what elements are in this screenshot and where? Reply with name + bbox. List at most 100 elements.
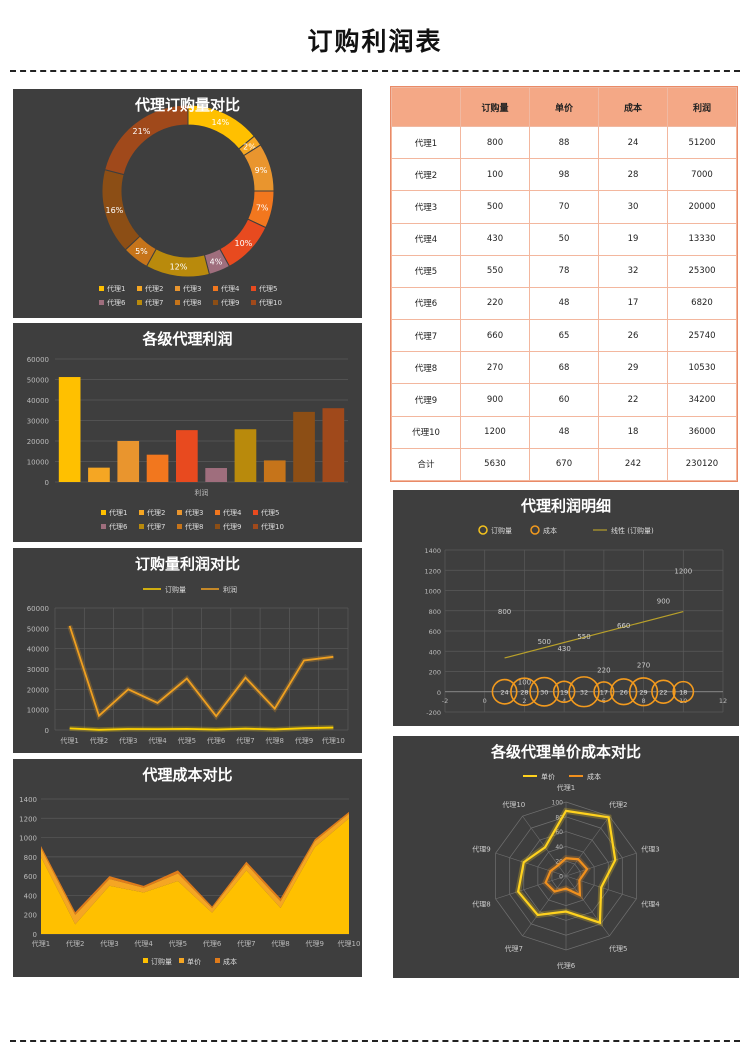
data-label: 32 [580, 688, 588, 696]
area-chart: 0 200 400 600 800 1000 1200 1400 代理1 代理2 代理3 代理4 代理5… [19, 796, 360, 966]
y-tick-label: 0 [33, 931, 37, 939]
table-body: 代理1 800 88 24 51200 代理2 100 98 28 7000 代理3 500 70 30 2… [391, 125, 737, 482]
row-label: 代理4 [391, 222, 461, 256]
bubble [651, 679, 676, 705]
table-row: 代理2 100 98 28 7000 [391, 158, 737, 192]
slice-label: 4% [210, 258, 223, 267]
x-tick-label: 代理5 [178, 736, 196, 745]
row-label: 合计 [391, 447, 461, 482]
legend-swatch [213, 300, 218, 305]
r-tick-label: 80 [555, 814, 563, 821]
radar-spoke [495, 875, 567, 900]
bar [293, 411, 315, 482]
table-cell: 20000 [667, 190, 737, 224]
data-label: 30 [540, 688, 548, 696]
table-cell: 70 [529, 190, 599, 224]
agent-profit-detail-panel: 代理利润明细 -200 0 200 400 600 800 1000 1200 1400 -2 0 2… [393, 490, 739, 726]
chart-title: 代理成本对比 [142, 766, 233, 784]
legend-swatch [213, 286, 218, 291]
x-tick-label: 代理3 [100, 939, 118, 948]
legend-label: 代理2 [147, 508, 165, 517]
table-header-cell [391, 87, 461, 127]
x-tick-label: 10 [679, 697, 687, 705]
table-cell: 17 [598, 286, 668, 321]
table-cell: 78 [529, 254, 599, 288]
x-tick-label: 12 [719, 697, 727, 705]
bar [176, 430, 198, 482]
table-row: 代理10 1200 48 18 36000 [391, 415, 737, 449]
legend-swatch [253, 510, 258, 515]
table-cell: 6820 [667, 286, 737, 321]
legend-swatch [253, 524, 258, 529]
axis-label: 代理3 [641, 845, 659, 854]
y-tick-label: 20000 [27, 438, 49, 446]
bar [58, 377, 81, 482]
x-tick-label: 代理10 [322, 736, 345, 745]
table-cell: 5630 [460, 447, 530, 482]
legend-label: 成本 [223, 957, 237, 966]
data-label: 22 [659, 688, 667, 696]
table-row: 代理9 900 60 22 34200 [391, 383, 737, 417]
chart-title: 代理利润明细 [520, 497, 611, 515]
table-cell: 670 [529, 447, 599, 482]
legend-swatch [530, 525, 540, 535]
legend-swatch [177, 510, 182, 515]
row-label: 代理8 [391, 351, 461, 385]
table-cell: 550 [460, 254, 530, 288]
legend-swatch [139, 524, 144, 529]
table-cell: 660 [460, 319, 530, 353]
bubble [593, 681, 615, 703]
table-cell: 19 [598, 222, 668, 256]
table-cell: 30 [598, 190, 668, 224]
legend-swatch [251, 300, 256, 305]
bubble [552, 680, 576, 704]
data-label: 19 [560, 688, 568, 696]
x-axis-label: 利润 [195, 488, 209, 497]
legend-swatch [215, 510, 220, 515]
slice-label: 14% [211, 118, 229, 127]
y-tick-label: 1200 [19, 815, 37, 823]
r-tick-label: 20 [555, 859, 563, 866]
x-tick-label: 代理9 [295, 736, 313, 745]
slice-label: 16% [105, 206, 123, 215]
x-tick-label: 代理1 [60, 736, 78, 745]
data-label: 26 [620, 688, 628, 696]
legend-label: 订购量 [491, 526, 512, 535]
legend-label: 利润 [223, 585, 237, 594]
row-label: 代理1 [391, 125, 461, 160]
data-label: 550 [577, 633, 590, 641]
y-tick-label: 600 [429, 628, 441, 636]
legend-label: 代理1 [109, 508, 127, 517]
table-cell: 430 [460, 222, 530, 256]
area-series [41, 813, 349, 925]
radar-spoke [522, 875, 567, 937]
legend-label: 线性 (订购量) [611, 526, 654, 535]
r-tick-label: 100 [552, 800, 564, 807]
r-tick-label: 60 [555, 829, 563, 836]
table-cell: 51200 [667, 125, 737, 160]
y-tick-label: -200 [426, 709, 441, 717]
data-label: 500 [538, 638, 551, 646]
row-label: 代理5 [391, 254, 461, 288]
table-cell: 98 [529, 158, 599, 192]
y-tick-label: 10000 [27, 707, 49, 715]
table-cell: 36000 [667, 415, 737, 449]
legend-label: 代理6 [109, 522, 128, 531]
series-line [68, 625, 334, 718]
legend-label: 成本 [587, 772, 601, 781]
table-cell: 220 [460, 286, 530, 321]
y-tick-label: 400 [24, 892, 37, 900]
table-row: 代理3 500 70 30 20000 [391, 190, 737, 224]
bar [88, 467, 110, 482]
price-cost-radar-panel: 各级代理单价成本对比 代理1 代理2 代理3 代理4 代理5 代理6 代理7 代理8 代理9 代理… [393, 736, 739, 978]
data-label: 18 [679, 688, 687, 696]
series-line [544, 857, 589, 897]
chart-title: 各级代理利润 [142, 330, 233, 348]
order-profit-line-panel: 订购量利润对比 0 10000 20000 30000 40000 50000 60000 代… [13, 548, 362, 753]
bar [322, 408, 345, 482]
y-tick-label: 1400 [19, 796, 37, 804]
legend-label: 成本 [543, 526, 557, 535]
table-header-cell: 成本 [598, 87, 668, 127]
y-tick-label: 0 [45, 479, 49, 487]
table-header-row: 订购量 单价 成本 利润 [391, 87, 737, 127]
